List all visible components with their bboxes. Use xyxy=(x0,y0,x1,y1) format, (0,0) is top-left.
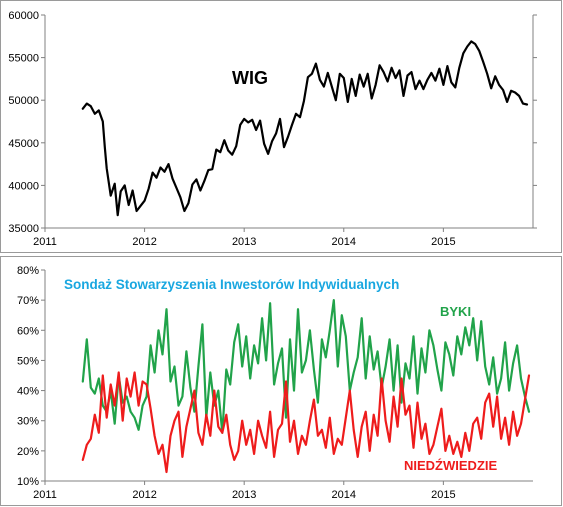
survey-y-ticks: 10% 20% 30% 40% 50% 60% 70% 80% xyxy=(17,265,45,488)
survey-y-tick-label: 80% xyxy=(17,265,39,277)
wig-y-tick-label: 50000 xyxy=(8,95,39,107)
survey-y-tick-label: 30% xyxy=(17,416,39,428)
wig-y-tick-label: 40000 xyxy=(8,180,39,192)
wig-series xyxy=(81,40,529,217)
bulls-series-label: BYKI xyxy=(440,304,471,319)
bears-series-label: NIEDŹWIEDZIE xyxy=(404,458,497,473)
wig-y-tick-label: 60000 xyxy=(8,10,39,22)
survey-x-tick-label: 2013 xyxy=(232,489,256,501)
bulls-line xyxy=(81,299,531,434)
wig-y-tick-label: 35000 xyxy=(8,223,39,235)
survey-x-tick-label: 2012 xyxy=(132,489,156,501)
wig-x-tick-label: 2012 xyxy=(132,236,156,248)
wig-y-tick-label: 55000 xyxy=(8,53,39,65)
survey-x-tick-label: 2014 xyxy=(332,489,356,501)
wig-y-tick-label: 45000 xyxy=(8,138,39,150)
wig-x-tick-label: 2011 xyxy=(33,236,57,248)
survey-title: Sondaż Stowarzyszenia Inwestorów Indywid… xyxy=(64,277,399,292)
wig-y-ticks: 35000 40000 45000 50000 55000 60000 xyxy=(8,10,537,235)
survey-y-tick-label: 20% xyxy=(17,446,39,458)
wig-title: WIG xyxy=(232,68,268,88)
survey-y-tick-label: 70% xyxy=(17,295,39,307)
survey-chart: 10%20%30%40%50%60%70%80% 2011 2012 2013 201… xyxy=(0,256,562,506)
survey-series xyxy=(81,299,531,474)
wig-x-ticks: 2011 2012 2013 2014 2015 xyxy=(33,228,456,248)
survey-x-tick-label: 2015 xyxy=(431,489,455,501)
survey-y-tick-label: 10% xyxy=(17,476,39,488)
survey-x-ticks: 2011 2012 2013 2014 2015 xyxy=(33,481,456,501)
survey-y-tick-label: 40% xyxy=(17,386,39,398)
wig-x-tick-label: 2013 xyxy=(232,236,256,248)
survey-chart-frame xyxy=(0,256,562,506)
wig-x-tick-label: 2014 xyxy=(332,236,356,248)
wig-line xyxy=(81,40,529,217)
bears-line xyxy=(81,371,531,474)
survey-y-tick-label: 50% xyxy=(17,355,39,367)
wig-x-tick-label: 2015 xyxy=(431,236,455,248)
survey-x-tick-label: 2011 xyxy=(33,489,57,501)
survey-y-tick-label: 60% xyxy=(17,325,39,337)
